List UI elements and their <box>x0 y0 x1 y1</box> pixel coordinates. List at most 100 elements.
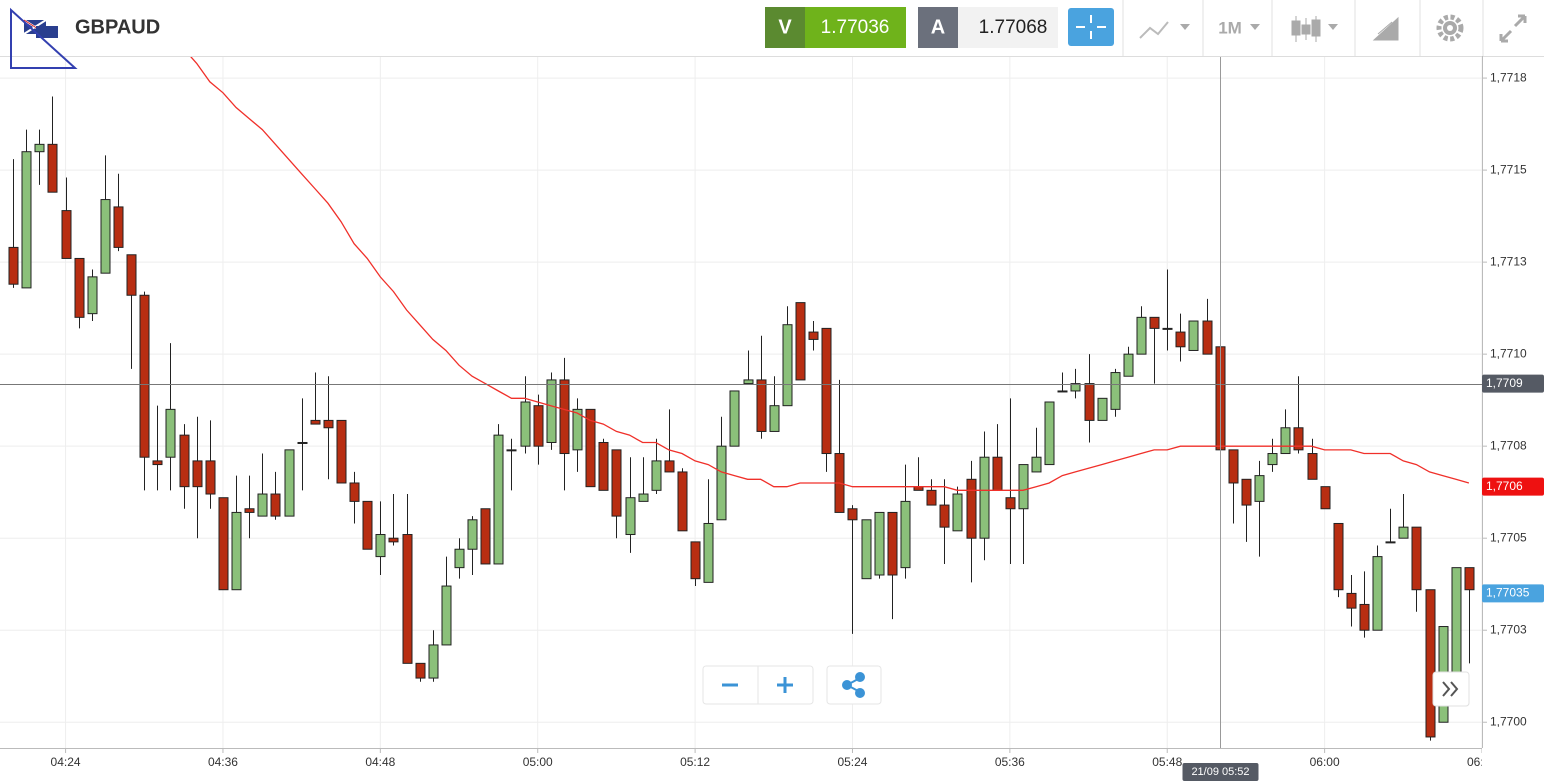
y-tick-label: 1,7710 <box>1490 346 1527 360</box>
settings-button[interactable] <box>1436 14 1464 42</box>
zoom-in[interactable] <box>777 677 793 693</box>
crosshair-button[interactable] <box>1068 8 1114 46</box>
candle-body <box>729 390 740 447</box>
candle-body <box>703 522 714 583</box>
crosshair-icon <box>1076 15 1106 39</box>
crosshair-price-label: 1,7709 <box>1486 376 1523 390</box>
candle-body <box>428 644 439 679</box>
candle-body <box>1425 589 1436 738</box>
candle-body <box>47 143 58 193</box>
candle-body <box>323 419 334 429</box>
candle-body <box>257 493 268 517</box>
candle-body <box>664 460 675 473</box>
candle-body <box>8 246 19 285</box>
candle-body <box>152 460 163 466</box>
candle-body <box>1110 372 1121 410</box>
candle-body <box>1254 475 1265 502</box>
flag-icon <box>23 19 58 38</box>
y-tick-label: 1,7705 <box>1490 530 1527 544</box>
fullscreen-button[interactable] <box>1499 14 1527 43</box>
plot-area <box>0 56 1482 748</box>
candle-body <box>1123 353 1134 377</box>
candle-body <box>388 537 399 543</box>
candle-body <box>126 254 137 296</box>
candle-body <box>74 257 85 318</box>
candle-body <box>546 379 557 443</box>
x-tick-label: 04:36 <box>208 755 238 769</box>
candle-body <box>1084 383 1095 421</box>
scroll-end-button[interactable] <box>1442 681 1459 697</box>
candle-body <box>926 489 937 506</box>
timeframe-arrow <box>1250 24 1260 30</box>
current-price-label: 1,77035 <box>1486 586 1530 600</box>
candle-body <box>992 456 1003 491</box>
candle-body <box>1097 397 1108 421</box>
candle-body <box>1320 486 1331 510</box>
sell-button[interactable] <box>765 7 805 48</box>
candle-body <box>533 405 544 447</box>
candle-body <box>100 199 111 274</box>
candle-body <box>1346 592 1357 609</box>
crosshair-time-label: 21/09 05:52 <box>1191 766 1249 778</box>
candle-body <box>743 379 754 385</box>
candle-body <box>966 478 977 539</box>
candle-body <box>270 493 281 517</box>
candle-body <box>454 548 465 569</box>
drawing-button[interactable] <box>1372 16 1399 41</box>
sell-price-box[interactable] <box>805 7 906 48</box>
crosshair-time-box <box>1182 763 1259 781</box>
y-tick-label: 1,7713 <box>1490 254 1527 268</box>
candle-body <box>979 456 990 539</box>
candle-body <box>559 379 570 455</box>
chart-type-button[interactable] <box>1139 21 1190 39</box>
candle-body <box>87 276 98 315</box>
candle-body <box>297 441 308 444</box>
candle-body <box>1162 327 1173 330</box>
x-tick-label: 05:24 <box>837 755 867 769</box>
candle-body <box>611 449 622 517</box>
candle-body <box>1070 383 1081 392</box>
candle-body <box>375 534 386 558</box>
candle-body <box>1411 526 1422 591</box>
candle-body <box>205 460 216 495</box>
candle-body <box>585 408 596 488</box>
current-price-box <box>1482 584 1544 603</box>
candle-body <box>808 331 819 340</box>
zoom-controls <box>702 665 1470 707</box>
candle-body <box>21 151 32 289</box>
candle-body <box>1018 464 1029 510</box>
y-tick-label: 1,7700 <box>1490 714 1527 728</box>
candle-body <box>493 434 504 565</box>
candle-body <box>1149 316 1160 329</box>
candle-body <box>1188 320 1199 351</box>
candle-body <box>165 408 176 458</box>
corner-marker <box>10 7 78 69</box>
candle-body <box>218 497 229 591</box>
candle-body <box>847 508 858 521</box>
buy-button[interactable] <box>918 7 958 48</box>
buy-price-box[interactable] <box>958 7 1058 48</box>
candle-type-button[interactable] <box>1291 16 1338 42</box>
y-tick-label: 1,7715 <box>1490 162 1527 176</box>
candle-body <box>598 441 609 491</box>
candle-body <box>61 210 72 259</box>
y-tick-label: 1,7703 <box>1490 622 1527 636</box>
candle-body <box>1359 603 1370 631</box>
share-button[interactable] <box>842 672 865 698</box>
candle-body <box>467 519 478 550</box>
scroll-end-box <box>1432 671 1470 707</box>
toolbar-dividers <box>1122 0 1484 56</box>
candle-body <box>402 534 413 664</box>
x-tick-label: 05:36 <box>995 755 1025 769</box>
candle-body <box>1241 478 1252 506</box>
symbol: GBPAUD <box>75 16 160 38</box>
candle-body <box>1228 449 1239 484</box>
candle-body <box>349 482 360 502</box>
candle-body <box>1005 497 1016 510</box>
candle-body <box>231 511 242 591</box>
timeframe[interactable]: 1M <box>1218 18 1242 37</box>
candle-body <box>1031 456 1042 473</box>
candle-body <box>677 471 688 532</box>
candle-body <box>638 493 649 502</box>
